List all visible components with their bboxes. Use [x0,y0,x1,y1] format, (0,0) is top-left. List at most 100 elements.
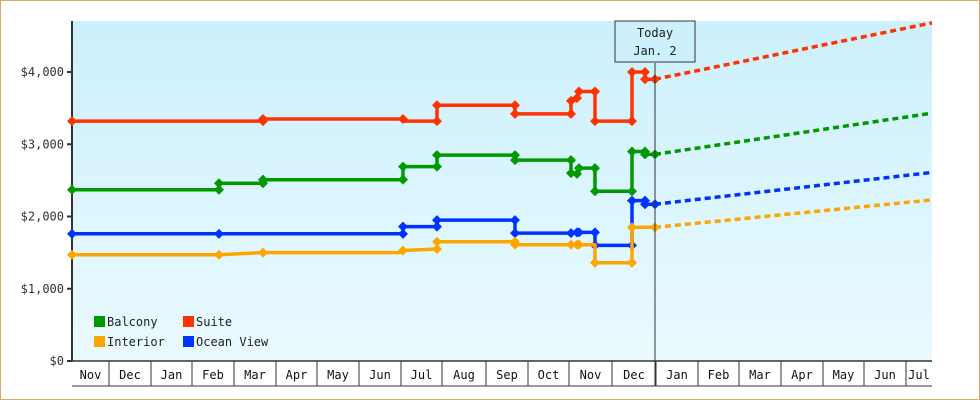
data-point-marker[interactable] [432,236,442,247]
data-point-marker[interactable] [640,74,650,85]
data-point-marker[interactable] [510,239,520,250]
data-point-marker[interactable] [627,222,637,233]
forecast-line [654,21,933,81]
data-point-marker[interactable] [640,67,650,77]
data-point-marker[interactable] [590,257,600,268]
data-point-marker[interactable] [566,239,576,250]
data-point-marker[interactable] [627,67,637,77]
data-point-marker[interactable] [398,221,408,232]
x-month-label: Jul [411,368,433,382]
data-point-marker[interactable] [67,228,77,239]
data-point-marker[interactable] [398,228,408,239]
x-month-label: Jan [161,368,183,382]
data-point-marker[interactable] [510,155,520,166]
data-point-marker[interactable] [432,244,442,255]
data-point-marker[interactable] [432,100,442,111]
y-tick-label: $2,000 [21,210,64,224]
data-point-marker[interactable] [510,228,520,239]
x-month-label: Mar [244,368,266,382]
x-month-label: May [327,368,349,382]
forecast-line [654,198,933,230]
data-point-marker[interactable] [574,227,584,238]
data-point-marker[interactable] [510,100,520,111]
data-point-marker[interactable] [214,178,224,189]
data-point-marker[interactable] [566,108,576,119]
data-point-marker[interactable] [590,86,600,97]
data-point-marker[interactable] [398,174,408,185]
data-point-marker[interactable] [590,186,600,197]
forecast-line [654,170,933,206]
data-point-marker[interactable] [590,163,600,174]
legend-label: Interior [107,335,165,349]
data-point-marker[interactable] [258,174,268,185]
x-month-label: Oct [538,368,560,382]
series-balcony [67,111,933,197]
data-point-marker[interactable] [432,215,442,226]
series-interior [67,198,933,268]
series-suite [67,21,933,127]
data-point-marker[interactable] [432,161,442,172]
x-month-label: Jun [874,368,896,382]
x-month-label: Mar [749,368,771,382]
data-point-marker[interactable] [398,113,408,124]
x-month-label: Dec [623,368,645,382]
data-point-marker[interactable] [566,155,576,166]
data-point-marker[interactable] [398,161,408,172]
data-point-marker[interactable] [574,163,584,174]
x-month-label: Jun [369,368,391,382]
data-point-marker[interactable] [566,228,576,239]
x-month-label: Apr [791,368,813,382]
y-tick-label: $4,000 [21,65,64,79]
legend-swatch [94,316,105,327]
data-point-marker[interactable] [67,184,77,195]
data-point-marker[interactable] [214,249,224,260]
data-point-marker[interactable] [574,86,584,97]
x-month-label: May [833,368,855,382]
data-point-marker[interactable] [627,257,637,268]
data-point-marker[interactable] [432,150,442,161]
today-date: Jan. 2 [633,44,676,58]
data-point-marker[interactable] [67,249,77,260]
data-point-marker[interactable] [590,116,600,127]
data-point-marker[interactable] [510,108,520,119]
x-month-label: Sep [496,368,518,382]
today-marker: Today Jan. 2 [614,20,696,386]
x-month-label: Apr [286,368,308,382]
x-month-label: Jan [666,368,688,382]
x-month-label: Aug [453,368,475,382]
y-tick-label: $1,000 [21,282,64,296]
legend-swatch [94,336,105,347]
y-axis: $0 $1,000 $2,000 $3,000 $4,000 [21,21,73,368]
today-label-box [614,20,696,63]
data-point-marker[interactable] [627,195,637,206]
data-point-marker[interactable] [432,221,442,232]
data-point-marker[interactable] [566,168,576,179]
data-point-marker[interactable] [574,239,584,250]
series-lines [67,21,933,268]
legend-label: Balcony [107,315,158,329]
data-point-marker[interactable] [258,113,268,124]
x-month-label: Nov [80,368,102,382]
y-tick-label: $0 [50,354,64,368]
data-point-marker[interactable] [214,228,224,239]
data-point-marker[interactable] [627,116,637,127]
x-axis: Nov Dec Jan Feb Mar Apr May Jun Jul Aug Sep Oct Nov D… [72,360,932,387]
data-point-marker[interactable] [627,186,637,197]
data-point-marker[interactable] [640,149,650,160]
data-point-marker[interactable] [627,146,637,157]
data-point-marker[interactable] [258,247,268,258]
data-point-marker[interactable] [590,227,600,238]
data-point-marker[interactable] [67,116,77,127]
data-point-marker[interactable] [510,150,520,161]
data-point-marker[interactable] [510,215,520,226]
data-point-marker[interactable] [640,199,650,210]
data-point-marker[interactable] [214,184,224,195]
data-point-marker[interactable] [398,245,408,256]
data-point-marker[interactable] [432,116,442,127]
x-month-label: Feb [708,368,730,382]
forecast-line [654,111,933,157]
legend-swatch [183,316,194,327]
legend-label: Suite [196,315,232,329]
